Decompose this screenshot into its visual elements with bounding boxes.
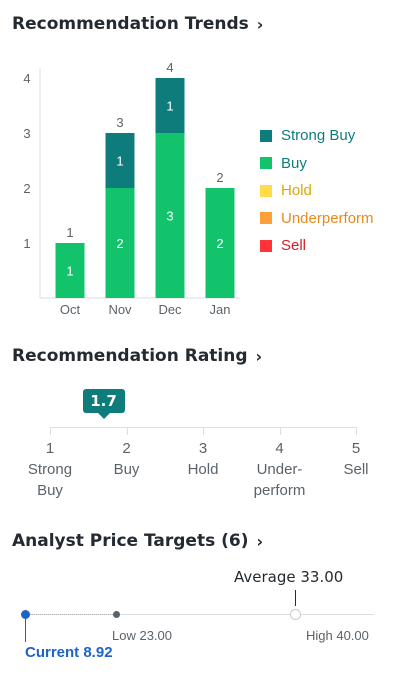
- rating-scale-label: 3 Hold: [163, 438, 243, 480]
- rating-scale-text: Strong Buy: [27, 461, 73, 499]
- bar-segment-label: 3: [166, 209, 173, 224]
- price-targets-range: Average 33.00 Low 23.00 High 40.00 Curre…: [0, 560, 406, 670]
- average-marker-line: [295, 590, 296, 606]
- rating-tick: [50, 427, 51, 435]
- rating-scale-number: 3: [198, 440, 208, 457]
- x-tick-label: Oct: [60, 302, 81, 317]
- chart-legend: Strong Buy Buy Hold Underperform Sell: [260, 122, 374, 260]
- y-tick-label: 2: [23, 181, 30, 196]
- bar-segment: [205, 188, 235, 298]
- recommendation-trends-chart: 1 2 3 4 1 1 Oct 2 1 3 Nov 3 1 4 Dec 2 2 Jan: [23, 60, 240, 317]
- bar-segment-label: 1: [66, 264, 73, 279]
- analyst-price-targets-label: Analyst Price Targets (6): [12, 531, 249, 551]
- average-target-dot: [290, 609, 301, 620]
- rating-scale-number: 1: [45, 440, 55, 457]
- chevron-right-icon: ›: [256, 531, 264, 551]
- x-tick-label: Jan: [210, 302, 231, 317]
- bar-segment: [105, 188, 135, 298]
- legend-label: Sell: [281, 237, 307, 255]
- rating-scale-number: 2: [122, 440, 131, 457]
- rating-scale-label: 1 Strong Buy: [10, 438, 90, 501]
- legend-item: Strong Buy: [260, 122, 374, 150]
- current-price-dot: [21, 610, 30, 619]
- rating-scale-text: Buy: [113, 461, 140, 478]
- bar-segment-label: 1: [166, 99, 173, 114]
- rating-scale-text: Sell: [343, 461, 369, 478]
- price-range-track: [25, 614, 374, 615]
- legend-item: Hold: [260, 177, 374, 205]
- legend-label: Hold: [281, 182, 312, 200]
- recommendation-rating-label: Recommendation Rating: [12, 346, 248, 366]
- rating-scale-number: 5: [351, 440, 361, 457]
- recommendation-rating-scale: 1.7 1 Strong Buy 2 Buy 3 Hold 4 Under-perform 5 S…: [0, 385, 406, 505]
- bar-total-label: 4: [166, 60, 173, 75]
- legend-item: Underperform: [260, 205, 374, 233]
- current-price-label: Current 8.92: [25, 644, 113, 661]
- legend-swatch: [260, 212, 272, 225]
- legend-item: Sell: [260, 232, 374, 260]
- bar-total-label: 3: [116, 115, 123, 130]
- recommendation-trends-label: Recommendation Trends: [12, 14, 249, 34]
- bar-total-label: 1: [66, 225, 73, 240]
- low-target-label: Low 23.00: [112, 628, 172, 643]
- y-tick-label: 4: [23, 71, 30, 86]
- rating-tick: [203, 427, 204, 435]
- y-tick-label: 3: [23, 126, 30, 141]
- analyst-price-targets-title[interactable]: Analyst Price Targets (6) ›: [12, 531, 263, 551]
- current-to-low-dotted-line: [25, 614, 117, 615]
- recommendation-trends-title[interactable]: Recommendation Trends ›: [12, 14, 263, 34]
- legend-label: Strong Buy: [281, 127, 356, 145]
- bar-segment: [155, 78, 185, 133]
- rating-scale-number: 4: [275, 440, 284, 457]
- recommendation-rating-title[interactable]: Recommendation Rating ›: [12, 346, 262, 366]
- chevron-right-icon: ›: [256, 14, 264, 34]
- rating-scale-text: Hold: [187, 461, 219, 478]
- average-target-label: Average 33.00: [234, 568, 344, 586]
- legend-swatch: [260, 157, 272, 170]
- legend-swatch: [260, 239, 272, 252]
- rating-scale-label: 4 Under-perform: [240, 438, 320, 501]
- rating-scale-label: 2 Buy: [87, 438, 167, 480]
- bar-segment-label: 1: [116, 154, 123, 169]
- y-tick-label: 1: [23, 236, 30, 251]
- legend-swatch: [260, 129, 272, 142]
- rating-value-badge: 1.7: [82, 389, 125, 419]
- legend-label: Buy: [281, 154, 307, 172]
- rating-tick: [126, 427, 128, 435]
- rating-tick: [279, 427, 281, 435]
- bar-segment: [55, 243, 85, 298]
- bar-total-label: 2: [216, 170, 223, 185]
- high-target-label: High 40.00: [306, 628, 369, 643]
- bar-segment-label: 2: [116, 236, 123, 251]
- chevron-right-icon: ›: [255, 346, 263, 366]
- bar-segment: [105, 133, 135, 188]
- low-target-dot: [113, 611, 120, 618]
- current-marker-line: [25, 614, 26, 642]
- rating-scale-text: Under-perform: [253, 461, 306, 499]
- x-tick-label: Nov: [108, 302, 132, 317]
- legend-label: Underperform: [281, 209, 374, 227]
- legend-item: Buy: [260, 150, 374, 178]
- legend-swatch: [260, 184, 272, 197]
- bar-segment: [155, 133, 185, 298]
- bar-segment-label: 2: [216, 236, 223, 251]
- rating-scale-label: 5 Sell: [316, 438, 396, 480]
- rating-tick: [356, 427, 357, 435]
- x-tick-label: Dec: [158, 302, 182, 317]
